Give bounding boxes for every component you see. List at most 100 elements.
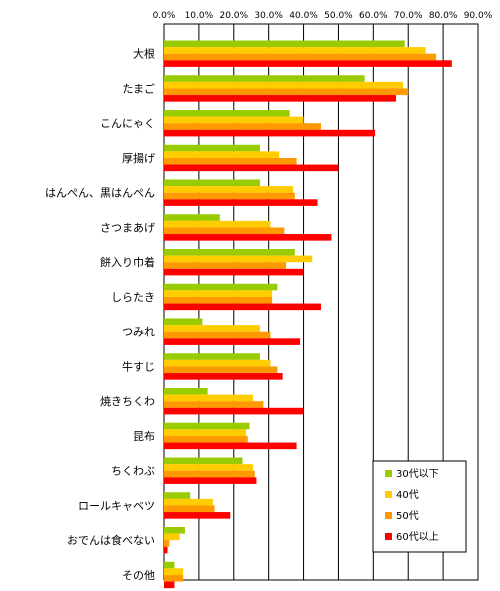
bar-4: [164, 234, 332, 241]
category-label: たまご: [122, 81, 155, 95]
category-label: はんぺん、黒はんぺん: [45, 187, 155, 200]
bar-1: [164, 283, 278, 291]
bar-1: [164, 422, 250, 430]
bar-3: [164, 435, 248, 443]
bar-1: [164, 249, 295, 256]
category-label: しらたき: [111, 291, 155, 304]
bar-3: [164, 574, 184, 582]
bar-1: [164, 75, 365, 82]
category-label: 焼きちくわ: [100, 395, 155, 408]
category-label: 牛すじ: [122, 359, 155, 373]
x-tick-label: 20.0%: [219, 11, 248, 21]
x-tick-label: 30.0%: [254, 11, 283, 21]
legend-label: 40代: [396, 489, 419, 501]
x-tick-label: 50.0%: [324, 11, 353, 21]
bar-4: [164, 546, 168, 554]
bar-3: [164, 227, 285, 235]
bar-4: [164, 477, 257, 484]
bar-2: [164, 464, 253, 471]
bar-4: [164, 512, 231, 519]
bar-1: [164, 144, 260, 152]
bar-1: [164, 214, 220, 221]
bar-3: [164, 470, 255, 478]
bar-2: [164, 186, 294, 193]
bar-4: [164, 407, 304, 415]
x-tick-label: 70.0%: [394, 11, 423, 21]
bar-4: [164, 164, 339, 172]
category-label: おでんは食べない: [67, 533, 155, 547]
bar-4: [164, 95, 397, 102]
bar-3: [164, 262, 287, 269]
category-label: 餅入り巾着: [100, 255, 155, 269]
bar-4: [164, 338, 301, 345]
bar-4: [164, 129, 376, 137]
bar-2: [164, 47, 426, 54]
bar-2: [164, 81, 403, 89]
x-tick-label: 60.0%: [359, 11, 388, 21]
bar-2: [164, 325, 260, 332]
category-label: つみれ: [122, 326, 155, 339]
bar-1: [164, 561, 175, 569]
x-tick-label: 0.0%: [153, 11, 176, 21]
bar-1: [164, 457, 243, 465]
bar-4: [164, 303, 321, 311]
category-label: ロールキャベツ: [78, 499, 155, 512]
bar-3: [164, 331, 271, 339]
category-label: ちくわぶ: [111, 465, 155, 478]
bar-3: [164, 123, 321, 130]
bar-1: [164, 388, 208, 395]
legend-label: 30代以下: [396, 468, 439, 480]
bar-1: [164, 527, 185, 534]
bar-1: [164, 179, 260, 187]
bar-3: [164, 192, 295, 200]
bar-2: [164, 220, 271, 228]
bar-1: [164, 353, 260, 360]
bar-3: [164, 505, 215, 513]
bar-1: [164, 40, 405, 48]
bar-3: [164, 157, 297, 165]
category-label: その他: [122, 569, 155, 582]
legend-label: 50代: [396, 510, 419, 522]
bar-4: [164, 373, 283, 380]
bar-4: [164, 60, 452, 67]
bar-2: [164, 568, 184, 575]
bar-2: [164, 533, 180, 541]
bar-2: [164, 429, 246, 436]
legend-swatch: [385, 533, 392, 540]
bar-4: [164, 268, 304, 276]
legend-label: 60代以上: [396, 531, 439, 543]
bar-1: [164, 318, 203, 326]
bar-4: [164, 199, 318, 206]
bar-2: [164, 255, 313, 263]
bar-3: [164, 296, 273, 304]
legend-swatch: [385, 491, 392, 498]
legend-swatch: [385, 470, 392, 477]
bar-3: [164, 401, 264, 408]
bar-3: [164, 540, 170, 547]
bar-2: [164, 151, 280, 158]
category-label: こんにゃく: [100, 117, 155, 130]
x-tick-label: 80.0%: [429, 11, 458, 21]
bar-1: [164, 492, 191, 499]
category-label: 大根: [133, 47, 155, 61]
category-label: さつまあげ: [100, 221, 155, 234]
bar-2: [164, 498, 213, 506]
x-tick-label: 10.0%: [185, 11, 214, 21]
bar-2: [164, 359, 271, 367]
x-tick-label: 90.0%: [464, 11, 493, 21]
bar-3: [164, 366, 278, 374]
bar-1: [164, 110, 290, 117]
bar-3: [164, 88, 409, 96]
bar-3: [164, 53, 437, 61]
legend-swatch: [385, 512, 392, 519]
bar-2: [164, 394, 253, 402]
x-tick-label: 40.0%: [289, 11, 318, 21]
bar-4: [164, 581, 175, 589]
bar-2: [164, 290, 273, 297]
bar-2: [164, 116, 304, 124]
category-label: 厚揚げ: [122, 152, 155, 165]
bar-4: [164, 442, 297, 450]
category-label: 昆布: [133, 430, 155, 443]
